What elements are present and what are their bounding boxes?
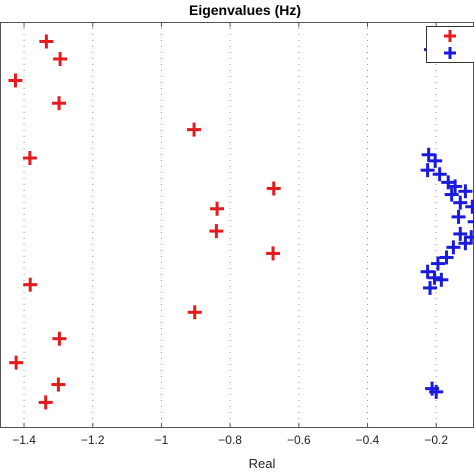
red-eigenvalue-point <box>210 201 225 216</box>
red-eigenvalue-point <box>8 73 23 88</box>
blue-eigenvalue-point <box>428 153 443 168</box>
blue-eigenvalue-point <box>423 280 438 295</box>
blue-eigenvalue-point <box>453 226 468 241</box>
red-eigenvalue-point <box>52 331 67 346</box>
red-eigenvalue-point <box>209 224 224 239</box>
blue-eigenvalue-point <box>458 184 473 199</box>
red-eigenvalue-point <box>52 96 67 111</box>
x-tick-label: −1.4 <box>12 433 36 447</box>
red-eigenvalue-point <box>38 395 53 410</box>
blue-eigenvalue-point <box>432 167 447 182</box>
chart-title: Eigenvalues (Hz) <box>189 2 301 18</box>
blue-eigenvalue-point <box>444 187 459 202</box>
blue-eigenvalue-point <box>446 240 461 255</box>
blue-eigenvalue-point <box>430 256 445 271</box>
blue-eigenvalue-point <box>451 209 466 224</box>
blue-eigenvalue-point <box>427 270 442 285</box>
red-eigenvalue-point <box>187 305 202 320</box>
blue-eigenvalue-point <box>429 384 444 399</box>
blue-eigenvalue-point <box>439 250 454 265</box>
blue-eigenvalue-point <box>434 272 449 287</box>
x-tick-label: −0.8 <box>218 433 242 447</box>
blue-eigenvalue-point <box>465 199 474 214</box>
data-points <box>8 34 474 410</box>
red-eigenvalue-point <box>187 122 202 137</box>
blue-eigenvalue-point <box>420 163 435 178</box>
legend <box>426 26 474 63</box>
red-eigenvalue-point <box>22 151 37 166</box>
blue-eigenvalue-point <box>453 195 468 210</box>
x-tick-label: −1 <box>155 433 169 447</box>
blue-eigenvalue-point <box>458 236 473 251</box>
x-axis-ticks: −1.4 −1.2 −1 −0.8 −0.6 −0.4 −0.2 <box>12 22 448 447</box>
x-tick-label: −1.2 <box>81 433 105 447</box>
x-axis-label: Real <box>249 456 276 471</box>
blue-eigenvalue-point <box>467 214 474 229</box>
plot-frame <box>0 22 474 428</box>
red-eigenvalue-point <box>53 51 68 66</box>
legend-marker <box>444 30 456 42</box>
red-eigenvalue-point <box>266 246 281 261</box>
x-tick-label: −0.4 <box>356 433 380 447</box>
legend-marker <box>444 47 456 59</box>
blue-eigenvalue-point <box>448 179 463 194</box>
x-tick-label: −0.6 <box>287 433 311 447</box>
red-eigenvalue-point <box>266 181 281 196</box>
red-eigenvalue-point <box>9 355 24 370</box>
grid-lines <box>23 22 437 428</box>
x-tick-label: −0.2 <box>424 433 448 447</box>
red-eigenvalue-point <box>39 34 54 49</box>
red-eigenvalue-point <box>51 377 66 392</box>
red-eigenvalue-point <box>23 277 38 292</box>
